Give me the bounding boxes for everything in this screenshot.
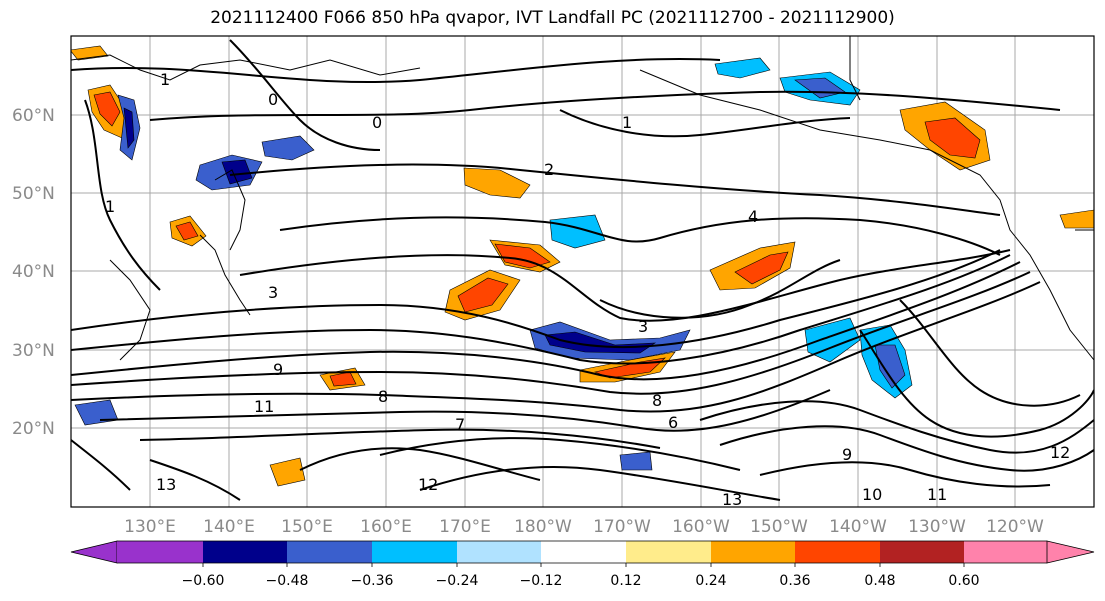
- colorbar-tick-label: −0.48: [266, 573, 309, 589]
- colorbar-tick-label: 0.36: [779, 573, 810, 589]
- colorbar-segment: [457, 541, 541, 563]
- lat-label: 40°N: [12, 262, 55, 282]
- colorbar: −0.60 −0.48 −0.36 −0.24 −0.12 0.12 0.24 …: [70, 540, 1095, 589]
- contour-label: 1: [105, 197, 115, 216]
- contour-label: 9: [842, 445, 852, 464]
- lon-label: 160°W: [672, 517, 730, 537]
- map-panel: 1 0 0 1 2 4 3 3 1 9 11 13 12 13 10 11 12…: [71, 36, 1094, 509]
- lon-label: 170°W: [593, 517, 651, 537]
- lon-label: 140°W: [829, 517, 887, 537]
- lat-label: 50°N: [12, 184, 55, 204]
- map-frame: [70, 35, 1095, 508]
- lat-label: 60°N: [12, 106, 55, 126]
- contour-label: 11: [927, 485, 947, 504]
- colorbar-extend-low: [70, 540, 118, 564]
- colorbar-tick-label: −0.24: [436, 573, 479, 589]
- lon-label: 150°W: [750, 517, 808, 537]
- contour-label: 12: [418, 475, 438, 494]
- contour-label-group: 1 0 0 1 2 4 3 3 1 9 11 13 12 13 10 11 12…: [105, 70, 1070, 509]
- map-title: 2021112400 F066 850 hPa qvapor, IVT Land…: [210, 8, 895, 28]
- colorbar-extend-high: [1046, 540, 1095, 564]
- contour-label: 3: [638, 317, 648, 336]
- lon-label: 150°E: [281, 517, 333, 537]
- colorbar-segment: [964, 541, 1047, 563]
- contour-label: 9: [273, 360, 283, 379]
- contour-label: 1: [160, 70, 170, 89]
- colorbar-tick-label: −0.60: [182, 573, 225, 589]
- contour-label: 6: [668, 413, 678, 432]
- lon-axis: 130°E 140°E 150°E 160°E 170°E 180°W 170°…: [124, 517, 1044, 537]
- colorbar-tick-label: −0.36: [351, 573, 394, 589]
- contour-label: 1: [622, 113, 632, 132]
- colorbar-segment: [117, 541, 203, 563]
- colorbar-segment: [372, 541, 457, 563]
- lon-label: 160°E: [360, 517, 412, 537]
- contour-label: 7: [455, 415, 465, 434]
- colorbar-segment: [541, 541, 626, 563]
- contour-label: 8: [652, 391, 662, 410]
- lat-label: 30°N: [12, 341, 55, 361]
- contour-label: 13: [722, 490, 742, 509]
- colorbar-tick-label: 0.60: [948, 573, 979, 589]
- contour-label: 11: [254, 397, 274, 416]
- colorbar-segment: [880, 541, 964, 563]
- contour-label: 12: [1050, 443, 1070, 462]
- contour-label: 0: [268, 90, 278, 109]
- contour-label: 3: [268, 283, 278, 302]
- contour-label: 2: [544, 160, 554, 179]
- lon-label: 180°W: [514, 517, 572, 537]
- lon-label: 140°E: [203, 517, 255, 537]
- lon-label: 170°E: [439, 517, 491, 537]
- contour-label: 10: [862, 485, 882, 504]
- colorbar-tick-label: 0.24: [695, 573, 726, 589]
- colorbar-segment: [626, 541, 711, 563]
- ivt-contours: [71, 39, 1094, 501]
- lat-label: 20°N: [12, 419, 55, 439]
- lon-label: 130°E: [124, 517, 176, 537]
- colorbar-segment: [711, 541, 795, 563]
- colorbar-segment: [203, 541, 287, 563]
- contour-label: 0: [372, 113, 382, 132]
- lat-axis: 60°N 50°N 40°N 30°N 20°N: [12, 106, 55, 439]
- colorbar-tick-label: 0.12: [610, 573, 641, 589]
- colorbar-tick-label: −0.12: [520, 573, 563, 589]
- lon-label: 130°W: [908, 517, 966, 537]
- contour-label: 13: [156, 475, 176, 494]
- contour-label: 8: [378, 387, 388, 406]
- colorbar-segment: [287, 541, 372, 563]
- colorbar-tick-label: 0.48: [864, 573, 895, 589]
- colorbar-segment: [795, 541, 880, 563]
- coastlines: [71, 36, 1094, 361]
- lon-label: 120°W: [986, 517, 1044, 537]
- contour-label: 4: [748, 207, 758, 226]
- shaded-anomalies: [71, 45, 1094, 487]
